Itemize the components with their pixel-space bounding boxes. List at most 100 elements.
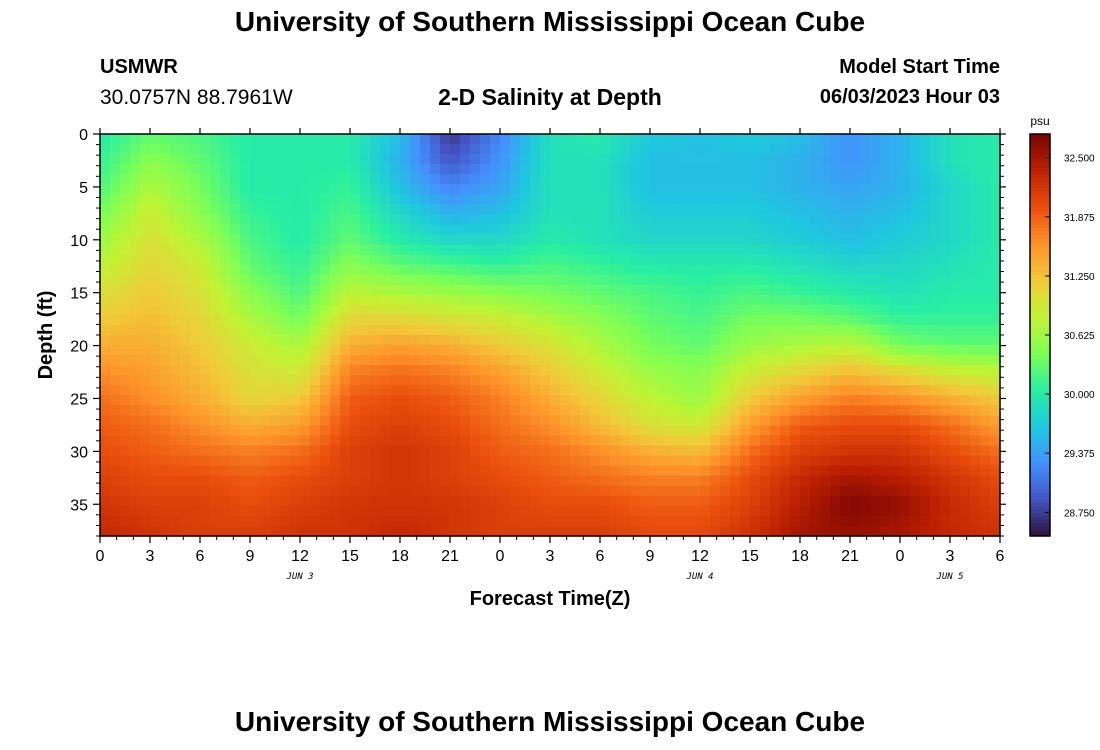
heatmap-cell: [570, 294, 581, 306]
heatmap-cell: [470, 274, 481, 286]
heatmap-cell: [180, 274, 191, 286]
heatmap-cell: [340, 314, 351, 326]
heatmap-cell: [220, 224, 231, 236]
colorbar-segment: [1030, 482, 1050, 487]
heatmap-cell: [560, 365, 571, 376]
heatmap-cell: [380, 415, 391, 427]
heatmap-cell: [490, 254, 501, 266]
heatmap-cell: [240, 144, 251, 155]
heatmap-cell: [810, 335, 821, 346]
heatmap-cell: [220, 475, 231, 487]
heatmap-cell: [880, 234, 891, 246]
heatmap-cell: [890, 274, 901, 286]
heatmap-cell: [470, 435, 481, 447]
heatmap-cell: [740, 405, 751, 416]
heatmap-cell: [770, 525, 781, 537]
heatmap-cell: [420, 324, 431, 336]
heatmap-cell: [150, 154, 161, 165]
heatmap-cell: [870, 224, 881, 236]
heatmap-cell: [770, 475, 781, 487]
heatmap-cell: [600, 144, 611, 155]
heatmap-cell: [700, 154, 711, 165]
heatmap-cell: [300, 324, 311, 336]
heatmap-cell: [800, 475, 811, 487]
heatmap-cell: [390, 345, 401, 356]
heatmap-cell: [960, 475, 971, 487]
heatmap-cell: [710, 335, 721, 346]
heatmap-cell: [960, 525, 971, 537]
heatmap-cell: [630, 154, 641, 165]
heatmap-cell: [460, 154, 471, 165]
heatmap-cell: [850, 274, 861, 286]
heatmap-cell: [310, 304, 321, 316]
heatmap-cell: [350, 385, 361, 396]
heatmap-cell: [370, 485, 381, 497]
heatmap-cell: [740, 365, 751, 376]
heatmap-cell: [390, 144, 401, 155]
heatmap-cell: [580, 475, 591, 487]
heatmap-cell: [630, 234, 641, 246]
heatmap-cell: [380, 174, 391, 185]
heatmap-cell: [200, 204, 211, 215]
heatmap-cell: [910, 154, 921, 165]
heatmap-cell: [270, 405, 281, 416]
heatmap-cell: [860, 154, 871, 165]
heatmap-cell: [670, 355, 681, 366]
heatmap-cell: [720, 174, 731, 185]
heatmap-cell: [960, 244, 971, 256]
heatmap-cell: [330, 204, 341, 215]
heatmap-cell: [470, 485, 481, 497]
heatmap-cell: [660, 274, 671, 286]
heatmap-cell: [720, 355, 731, 366]
heatmap-cell: [910, 164, 921, 175]
heatmap-cell: [550, 455, 561, 467]
colorbar-segment: [1030, 304, 1050, 309]
heatmap-cell: [640, 164, 651, 175]
heatmap-cell: [270, 194, 281, 205]
heatmap-cell: [880, 174, 891, 185]
heatmap-cell: [730, 314, 741, 326]
heatmap-cell: [200, 314, 211, 326]
heatmap-cell: [700, 184, 711, 195]
heatmap-cell: [480, 224, 491, 236]
heatmap-cell: [830, 485, 841, 497]
heatmap-cell: [540, 134, 551, 145]
heatmap-cell: [660, 375, 671, 386]
heatmap-cell: [440, 375, 451, 386]
heatmap-cell: [630, 455, 641, 467]
heatmap-cell: [480, 284, 491, 296]
heatmap-cell: [320, 345, 331, 356]
heatmap-cell: [800, 485, 811, 497]
heatmap-cell: [290, 214, 301, 226]
heatmap-cell: [910, 264, 921, 276]
heatmap-cell: [980, 335, 991, 346]
heatmap-cell: [680, 184, 691, 195]
heatmap-cell: [890, 515, 901, 527]
heatmap-cell: [620, 174, 631, 185]
heatmap-cell: [680, 244, 691, 256]
heatmap-cell: [830, 194, 841, 205]
heatmap-cell: [360, 234, 371, 246]
heatmap-cell: [460, 284, 471, 296]
heatmap-cell: [340, 164, 351, 175]
heatmap-cell: [330, 525, 341, 537]
heatmap-cell: [530, 144, 541, 155]
heatmap-cell: [700, 264, 711, 276]
heatmap-cell: [560, 445, 571, 457]
heatmap-cell: [260, 485, 271, 497]
heatmap-cell: [890, 304, 901, 316]
heatmap-cell: [620, 194, 631, 205]
heatmap-cell: [820, 234, 831, 246]
heatmap-cell: [380, 164, 391, 175]
heatmap-cell: [610, 465, 621, 477]
heatmap-cell: [610, 194, 621, 205]
heatmap-cell: [320, 505, 331, 517]
heatmap-cell: [760, 234, 771, 246]
heatmap-cell: [740, 204, 751, 215]
heatmap-cell: [980, 294, 991, 306]
heatmap-cell: [990, 385, 1001, 396]
heatmap-cell: [530, 385, 541, 396]
heatmap-cell: [940, 485, 951, 497]
heatmap-cell: [460, 174, 471, 185]
heatmap-cell: [830, 204, 841, 215]
